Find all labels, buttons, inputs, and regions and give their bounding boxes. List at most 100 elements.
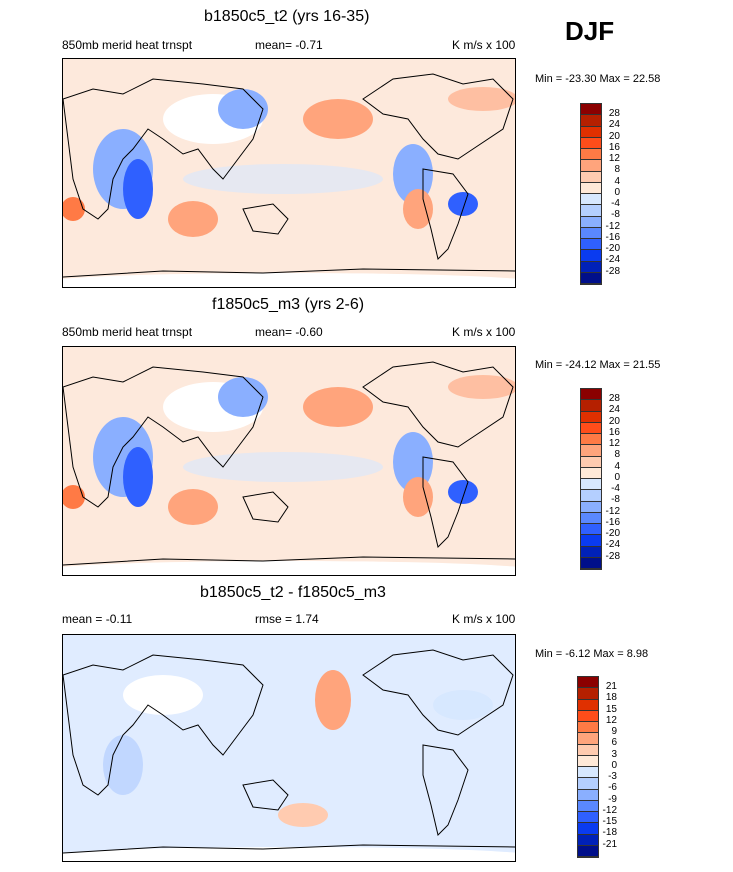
colorbar-label: -4 [611, 198, 620, 209]
panel1-colorbar [580, 103, 602, 285]
coastline [422, 744, 469, 836]
colorbar-label: -18 [602, 827, 617, 839]
panel3-units: K m/s x 100 [452, 612, 516, 626]
panel2-minmax: Min = -24.12 Max = 21.55 [535, 359, 661, 371]
colorbar-swatch [581, 149, 601, 161]
panel2-mean: mean= -0.60 [255, 325, 323, 339]
colorbar-label: -20 [605, 528, 620, 539]
panel1-units: K m/s x 100 [452, 38, 516, 52]
colorbar-swatch [581, 216, 601, 228]
colorbar-swatch [581, 512, 601, 524]
contour-region [403, 477, 433, 517]
contour-region [448, 375, 515, 399]
colorbar-label: -6 [608, 782, 617, 794]
contour-region [63, 273, 515, 287]
colorbar-swatch [578, 755, 598, 767]
contour-region [218, 377, 268, 417]
contour-region [123, 447, 153, 507]
colorbar-swatch [581, 490, 601, 502]
coastline [362, 361, 514, 448]
colorbar-label: 20 [608, 130, 620, 142]
colorbar-swatch [581, 479, 601, 491]
colorbar-label: 12 [608, 438, 620, 449]
colorbar-swatch [581, 501, 601, 513]
contour-region [63, 847, 515, 861]
colorbar-swatch [578, 834, 598, 846]
colorbar-label: 12 [608, 153, 620, 164]
colorbar-swatch [578, 767, 598, 779]
coastline [63, 844, 515, 854]
contour-region [103, 735, 143, 795]
colorbar-label: -24 [605, 539, 620, 551]
colorbar-swatch [581, 115, 601, 127]
colorbar-swatch [581, 137, 601, 149]
colorbar-label: 4 [614, 175, 620, 187]
coastline [63, 78, 264, 220]
colorbar-label: -12 [605, 505, 620, 517]
coastline [242, 203, 289, 235]
colorbar-swatch [578, 677, 598, 689]
colorbar-swatch [581, 400, 601, 412]
contour-region [403, 189, 433, 229]
colorbar-swatch [581, 445, 601, 457]
colorbar-swatch [581, 250, 601, 262]
colorbar-swatch [581, 524, 601, 536]
contour-region [303, 387, 373, 427]
contour-region [448, 480, 478, 504]
panel3-colorbar [577, 676, 599, 858]
colorbar-swatch [578, 789, 598, 801]
colorbar-swatch [581, 239, 601, 251]
panel1-minmax: Min = -23.30 Max = 22.58 [535, 73, 661, 85]
colorbar-label: -28 [605, 265, 620, 277]
colorbar-swatch [578, 710, 598, 722]
colorbar-swatch [581, 272, 601, 284]
contour-region [63, 485, 85, 509]
colorbar-label: 28 [608, 108, 620, 119]
panel1-variable: 850mb merid heat trnspt [62, 38, 193, 52]
colorbar-swatch [578, 733, 598, 745]
colorbar-swatch [581, 389, 601, 401]
colorbar-label: 0 [611, 759, 617, 771]
colorbar-swatch [581, 182, 601, 194]
panel2-colorbar-labels: 28 24 20 16 12 8 4 0 -4 -8 -12 -16 -20 -24 -28 [596, 393, 620, 562]
coastline [242, 491, 289, 523]
contour-region [433, 690, 493, 720]
coastline [362, 649, 514, 736]
colorbar-label: -21 [602, 838, 617, 850]
colorbar-label: 18 [605, 692, 617, 704]
coastline [63, 366, 264, 508]
colorbar-label: -4 [611, 483, 620, 494]
panel3-minmax: Min = -6.12 Max = 8.98 [535, 648, 649, 660]
contour-region [218, 89, 268, 129]
contour-region [183, 164, 383, 194]
panel3-colorbar-labels: 21 18 15 12 9 6 3 0 -3 -6 -9 -12 -15 -18 -21 [593, 681, 617, 850]
colorbar-label: 21 [605, 681, 617, 692]
colorbar-label: -16 [605, 516, 620, 528]
panel3-rmse: rmse = 1.74 [255, 612, 319, 626]
panel3-map [62, 634, 516, 862]
contour-region [303, 99, 373, 139]
colorbar-swatch [578, 823, 598, 835]
colorbar-swatch [578, 699, 598, 711]
colorbar-label: 28 [608, 393, 620, 404]
colorbar-label: 8 [614, 164, 620, 176]
panel1-colorbar-labels: 28 24 20 16 12 8 4 0 -4 -8 -12 -16 -20 -24 -28 [596, 108, 620, 277]
colorbar-swatch [578, 688, 598, 700]
colorbar-label: 3 [611, 748, 617, 760]
contour-region [63, 561, 515, 575]
colorbar-label: 20 [608, 415, 620, 427]
colorbar-label: -24 [605, 254, 620, 266]
panel1-title: b1850c5_t2 (yrs 16-35) [204, 8, 370, 25]
colorbar-swatch [581, 546, 601, 558]
colorbar-label: -12 [602, 804, 617, 816]
colorbar-swatch [581, 422, 601, 434]
colorbar-swatch [581, 261, 601, 273]
colorbar-swatch [581, 126, 601, 138]
contour-region [278, 803, 328, 827]
colorbar-label: -16 [605, 231, 620, 243]
colorbar-swatch [578, 845, 598, 857]
contour-region [168, 201, 218, 237]
colorbar-swatch [581, 535, 601, 547]
colorbar-label: -8 [611, 494, 620, 506]
colorbar-label: 16 [608, 141, 620, 153]
